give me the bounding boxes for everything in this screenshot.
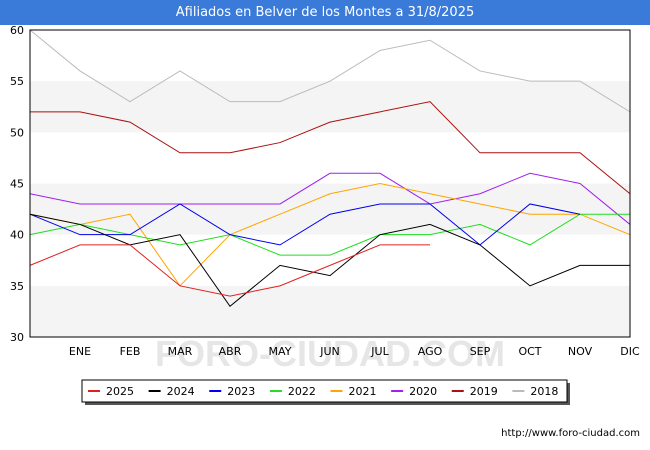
x-tick-label: FEB [120,345,141,358]
x-tick-label: DIC [620,345,640,358]
grid-band [30,30,630,82]
y-tick-label: 50 [10,126,24,139]
legend-label-2018: 2018 [530,385,558,398]
chart-title: Afiliados en Belver de los Montes a 31/8… [0,0,650,25]
x-tick-label: ABR [219,345,242,358]
x-tick-label: NOV [568,345,593,358]
legend-label-2020: 2020 [409,385,437,398]
x-tick-label: SEP [470,345,491,358]
series-line-2025 [29,244,430,297]
y-tick-label: 40 [10,229,24,242]
watermark: FORO-CIUDAD.COM [155,333,505,374]
series-line-2021 [29,182,631,287]
legend-box [81,379,568,403]
grid-band [30,285,630,337]
legend-label-2023: 2023 [227,385,255,398]
x-tick-label: OCT [518,345,541,358]
y-tick-label: 60 [10,24,24,37]
x-tick-label: JUN [319,345,340,358]
series-line-2019 [30,101,631,195]
series-line-2018 [29,29,631,113]
x-tick-label: MAR [168,345,193,358]
legend-label-2025: 2025 [106,385,134,398]
source-url[interactable]: http://www.foro-ciudad.com [501,428,640,439]
plot-frame [29,29,631,338]
y-tick-label: 35 [10,280,24,293]
y-tick-label: 55 [10,75,24,88]
series-line-2020 [29,172,631,225]
x-tick-label: MAY [269,345,292,358]
x-tick-label: AGO [418,345,443,358]
legend-label-2021: 2021 [349,385,377,398]
y-tick-label: 45 [10,178,24,191]
series-line-2023 [29,203,581,246]
grid-band [30,81,630,133]
legend-label-2024: 2024 [167,385,195,398]
legend-label-2022: 2022 [288,385,316,398]
x-tick-label: JUL [370,345,389,358]
grid-band [30,183,630,235]
grid-band [30,234,630,286]
y-tick-label: 30 [10,331,24,344]
legend-label-2019: 2019 [470,385,498,398]
x-tick-label: ENE [69,345,91,358]
grid-band [30,132,630,184]
